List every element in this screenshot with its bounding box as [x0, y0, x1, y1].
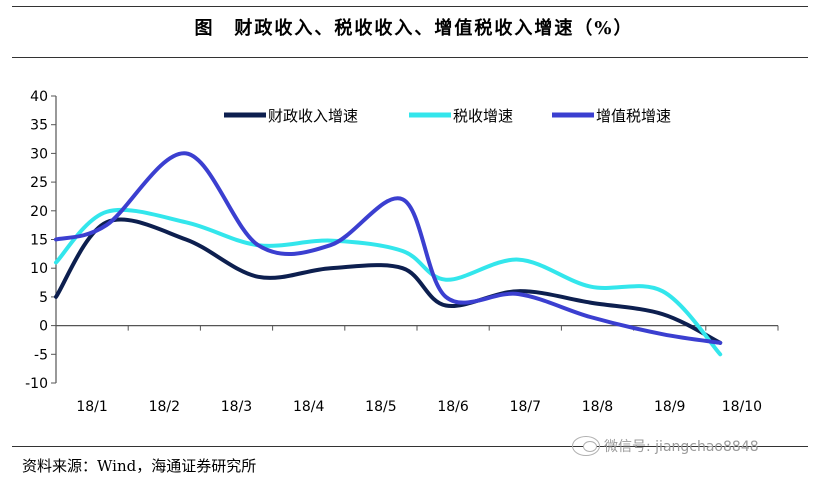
wechat-icon: [572, 436, 600, 456]
x-tick-label: 18/6: [437, 399, 469, 415]
x-tick-label: 18/4: [293, 399, 325, 415]
chart-lines: [54, 151, 723, 357]
y-tick-label: 0: [39, 319, 48, 335]
y-tick-label: 5: [39, 290, 48, 306]
x-tick-label: 18/7: [510, 399, 541, 415]
chart-ticks: -10 -5 0 5 10 15 20 25 30 35 40 18/1 18/2 18/3 18/4 18/…: [25, 89, 779, 415]
series-line-2: [54, 207, 723, 357]
y-tick-label: 10: [30, 261, 48, 277]
x-tick-label: 18/1: [76, 399, 107, 415]
watermark: 微信号: jiangchao8848: [572, 436, 759, 456]
y-tick-label: 15: [30, 233, 48, 249]
series-line-1: [54, 217, 723, 345]
y-tick-label: 40: [30, 89, 48, 105]
y-tick-label: 20: [30, 204, 48, 220]
legend-label-2: 税收增速: [453, 107, 513, 125]
legend-label-3: 增值税增速: [596, 107, 671, 125]
x-tick-label: 18/8: [582, 399, 613, 415]
chart-title: 图 财政收入、税收收入、增值税收入增速（%）: [194, 18, 634, 39]
series-line-3: [54, 151, 723, 345]
x-tick-label: 18/2: [149, 399, 180, 415]
y-tick-label: 30: [30, 146, 48, 162]
y-tick-label: -10: [25, 376, 48, 392]
x-tick-label: 18/10: [722, 399, 762, 415]
x-tick-label: 18/5: [365, 399, 396, 415]
legend-label-1: 财政收入增速: [268, 107, 358, 125]
y-tick-label: -5: [34, 347, 48, 363]
title-bottom-rule: [12, 57, 808, 58]
watermark-text: 微信号: jiangchao8848: [604, 439, 759, 455]
chart-legend: 财政收入增速 税收增速 增值税增速: [224, 107, 671, 125]
x-tick-label: 18/3: [221, 399, 252, 415]
x-tick-label: 18/9: [654, 399, 685, 415]
title-top-rule: [12, 6, 808, 7]
y-tick-label: 35: [30, 118, 48, 134]
y-tick-label: 25: [30, 175, 48, 191]
chart-axes: [55, 96, 778, 383]
footer-rule: [12, 446, 808, 447]
source-note: 资料来源：Wind，海通证券研究所: [22, 457, 257, 475]
